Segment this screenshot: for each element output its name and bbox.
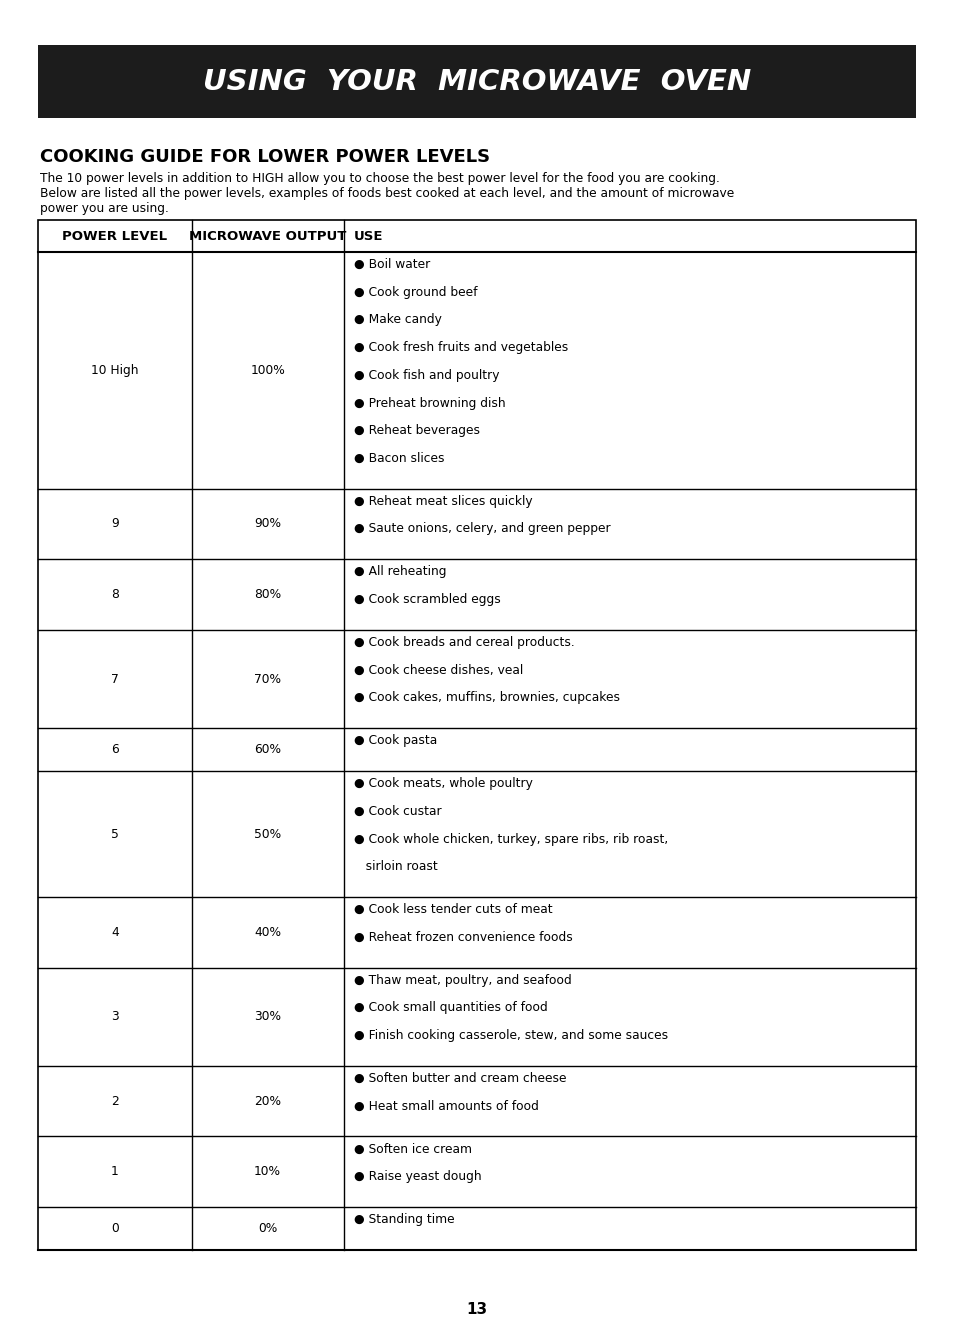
Text: 6: 6 (111, 743, 118, 756)
Text: ● Cook ground beef: ● Cook ground beef (354, 286, 476, 299)
Text: USING  YOUR  MICROWAVE  OVEN: USING YOUR MICROWAVE OVEN (203, 67, 750, 95)
Text: 10 High: 10 High (91, 364, 138, 377)
Text: 9: 9 (111, 518, 118, 530)
Text: ● Cook fish and poultry: ● Cook fish and poultry (354, 369, 498, 382)
Text: 100%: 100% (250, 364, 285, 377)
Text: 4: 4 (111, 926, 118, 939)
Text: ● Cook less tender cuts of meat: ● Cook less tender cuts of meat (354, 903, 552, 917)
Text: 60%: 60% (253, 743, 281, 756)
Text: ● Finish cooking casserole, stew, and some sauces: ● Finish cooking casserole, stew, and so… (354, 1029, 667, 1043)
Text: ● Cook breads and cereal products.: ● Cook breads and cereal products. (354, 636, 574, 650)
Text: 50%: 50% (253, 828, 281, 840)
Text: The 10 power levels in addition to HIGH allow you to choose the best power level: The 10 power levels in addition to HIGH … (40, 172, 720, 185)
Text: ● Cook scrambled eggs: ● Cook scrambled eggs (354, 593, 499, 607)
Text: ● Cook fresh fruits and vegetables: ● Cook fresh fruits and vegetables (354, 341, 567, 354)
Text: 2: 2 (111, 1095, 118, 1107)
Bar (38, 220, 915, 1249)
Text: ● All reheating: ● All reheating (354, 565, 446, 578)
Text: ● Saute onions, celery, and green pepper: ● Saute onions, celery, and green pepper (354, 522, 610, 535)
Text: 10%: 10% (253, 1165, 281, 1178)
Text: 0: 0 (111, 1223, 118, 1235)
Text: ● Standing time: ● Standing time (354, 1213, 454, 1227)
Text: ● Cook whole chicken, turkey, spare ribs, rib roast,: ● Cook whole chicken, turkey, spare ribs… (354, 832, 667, 845)
Text: ● Cook small quantities of food: ● Cook small quantities of food (354, 1001, 547, 1015)
Text: 3: 3 (111, 1011, 118, 1023)
Text: 7: 7 (111, 672, 118, 686)
Text: sirloin roast: sirloin roast (354, 860, 436, 874)
Text: ● Soften ice cream: ● Soften ice cream (354, 1142, 471, 1155)
Text: ● Raise yeast dough: ● Raise yeast dough (354, 1170, 480, 1184)
Bar (38, 46, 915, 118)
Text: 70%: 70% (253, 672, 281, 686)
Text: 13: 13 (466, 1303, 487, 1318)
Text: ● Cook custar: ● Cook custar (354, 805, 440, 817)
Text: 1: 1 (111, 1165, 118, 1178)
Text: ● Reheat frozen convenience foods: ● Reheat frozen convenience foods (354, 931, 572, 943)
Text: POWER LEVEL: POWER LEVEL (62, 229, 167, 243)
Text: 80%: 80% (253, 588, 281, 601)
Text: ● Soften butter and cream cheese: ● Soften butter and cream cheese (354, 1072, 565, 1084)
Text: 40%: 40% (253, 926, 281, 939)
Text: ● Cook cakes, muffins, brownies, cupcakes: ● Cook cakes, muffins, brownies, cupcake… (354, 691, 618, 705)
Text: ● Preheat browning dish: ● Preheat browning dish (354, 396, 505, 409)
Text: MICROWAVE OUTPUT: MICROWAVE OUTPUT (189, 229, 346, 243)
Text: 20%: 20% (253, 1095, 281, 1107)
Text: ● Reheat meat slices quickly: ● Reheat meat slices quickly (354, 495, 532, 507)
Text: ● Boil water: ● Boil water (354, 258, 430, 271)
Text: ● Cook cheese dishes, veal: ● Cook cheese dishes, veal (354, 664, 522, 676)
Text: Below are listed all the power levels, examples of foods best cooked at each lev: Below are listed all the power levels, e… (40, 187, 734, 200)
Text: 5: 5 (111, 828, 118, 840)
Text: power you are using.: power you are using. (40, 203, 169, 215)
Text: ● Bacon slices: ● Bacon slices (354, 452, 443, 464)
Text: COOKING GUIDE FOR LOWER POWER LEVELS: COOKING GUIDE FOR LOWER POWER LEVELS (40, 148, 490, 166)
Text: 8: 8 (111, 588, 118, 601)
Text: ● Cook meats, whole poultry: ● Cook meats, whole poultry (354, 777, 532, 790)
Text: 90%: 90% (253, 518, 281, 530)
Text: ● Reheat beverages: ● Reheat beverages (354, 424, 479, 437)
Text: 0%: 0% (257, 1223, 277, 1235)
Text: USE: USE (354, 229, 383, 243)
Text: ● Cook pasta: ● Cook pasta (354, 734, 436, 747)
Text: ● Heat small amounts of food: ● Heat small amounts of food (354, 1099, 537, 1113)
Text: 30%: 30% (253, 1011, 281, 1023)
Text: ● Thaw meat, poultry, and seafood: ● Thaw meat, poultry, and seafood (354, 974, 571, 986)
Text: ● Make candy: ● Make candy (354, 314, 441, 326)
